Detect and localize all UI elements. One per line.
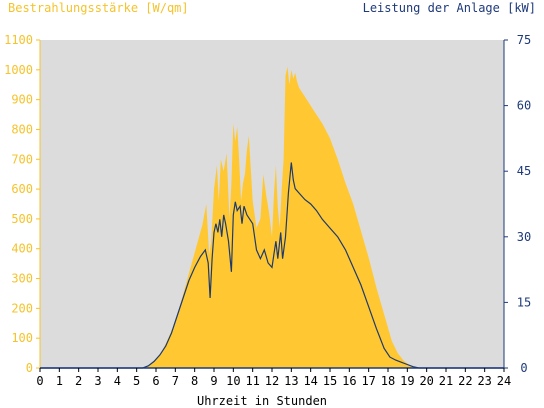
x-tick-label: 7 (172, 374, 179, 388)
x-tick-label: 2 (75, 374, 82, 388)
left-tick-label: 1100 (4, 33, 33, 47)
x-tick-label: 23 (477, 374, 491, 388)
x-tick-label: 16 (342, 374, 356, 388)
right-tick-label: 30 (517, 230, 531, 244)
left-tick-label: 100 (11, 331, 33, 345)
x-tick-label: 4 (114, 374, 121, 388)
left-tick-label: 800 (11, 122, 33, 136)
x-tick-label: 20 (419, 374, 433, 388)
left-tick-label: 900 (11, 93, 33, 107)
right-tick-label: 75 (517, 33, 531, 47)
x-axis-title: Uhrzeit in Stunden (196, 394, 328, 408)
left-tick-label: 300 (11, 272, 33, 286)
x-tick-label: 11 (245, 374, 259, 388)
x-tick-label: 24 (497, 374, 511, 388)
right-tick-label: 45 (517, 164, 531, 178)
x-tick-label: 0 (36, 374, 43, 388)
x-tick-label: 17 (361, 374, 375, 388)
x-tick-label: 5 (133, 374, 140, 388)
right-tick-label: 60 (517, 99, 531, 113)
right-axis-title: Leistung der Anlage [kW] (362, 1, 536, 15)
x-tick-label: 12 (265, 374, 279, 388)
right-tick-label: 15 (517, 295, 531, 309)
right-tick-label: 0 (520, 361, 527, 375)
left-tick-label: 600 (11, 182, 33, 196)
x-tick-label: 13 (284, 374, 298, 388)
x-tick-label: 21 (439, 374, 453, 388)
x-tick-label: 1 (56, 374, 63, 388)
x-tick-label: 18 (381, 374, 395, 388)
left-axis-ticks: 0 100 200 300 400 500 600 700 800 900 1000 1100 (4, 33, 40, 375)
x-tick-label: 19 (400, 374, 414, 388)
left-tick-label: 500 (11, 212, 33, 226)
left-tick-label: 200 (11, 301, 33, 315)
left-tick-label: 400 (11, 242, 33, 256)
x-axis-ticks: 0 1 2 3 4 5 6 7 8 9 10 11 12 13 14 15 16 17 18 19 20 21 22 23 24 (36, 368, 511, 388)
left-axis-title: Bestrahlungsstärke [W/qm] (8, 1, 189, 15)
left-tick-label: 0 (26, 361, 33, 375)
x-tick-label: 10 (226, 374, 240, 388)
left-tick-label: 700 (11, 152, 33, 166)
x-tick-label: 8 (191, 374, 198, 388)
x-tick-label: 22 (458, 374, 472, 388)
x-tick-label: 15 (323, 374, 337, 388)
x-tick-label: 9 (210, 374, 217, 388)
irradiance-area (40, 66, 504, 369)
x-tick-label: 6 (152, 374, 159, 388)
power-line (40, 162, 504, 369)
x-tick-label: 14 (303, 374, 317, 388)
right-axis-ticks: 0 15 30 45 60 75 (504, 33, 531, 375)
left-tick-label: 1000 (4, 63, 33, 77)
x-tick-label: 3 (94, 374, 101, 388)
